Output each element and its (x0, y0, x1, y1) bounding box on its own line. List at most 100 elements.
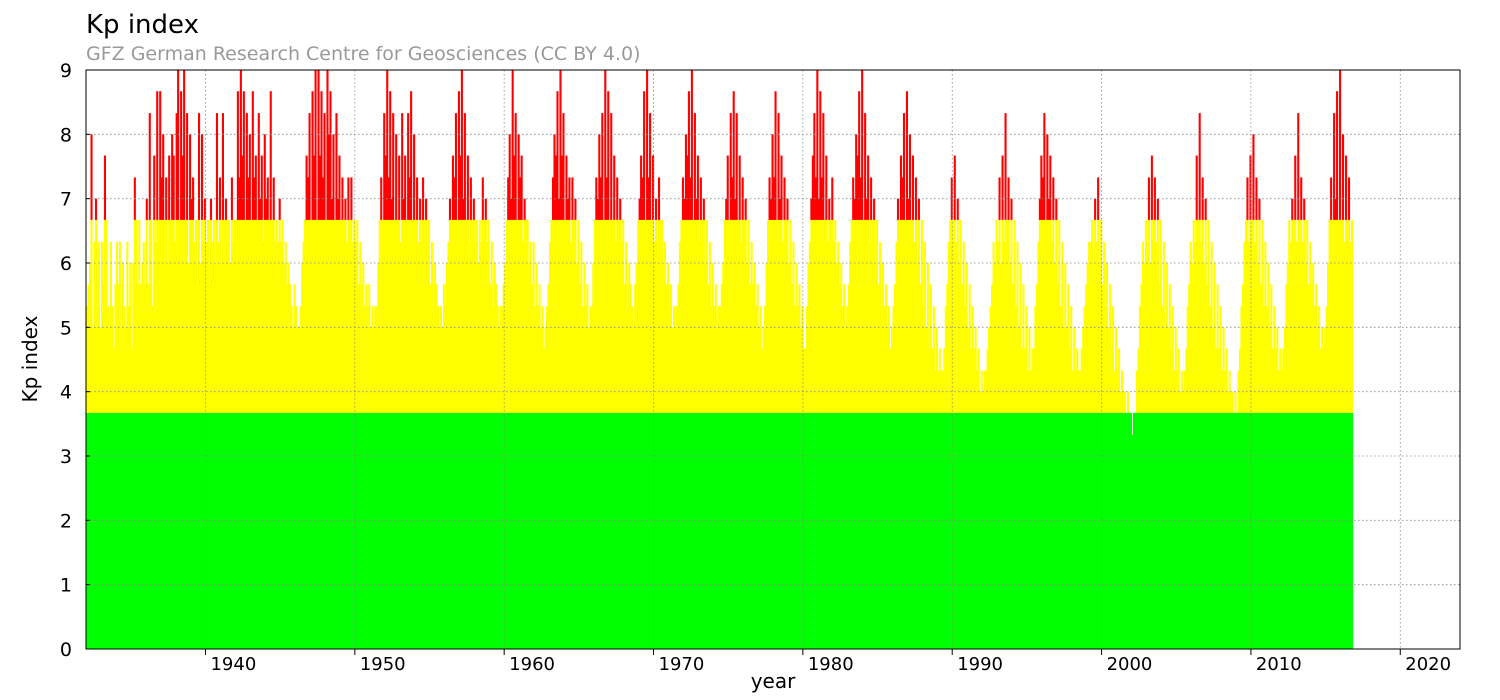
bar (1065, 327, 1068, 649)
bar-segment (740, 412, 743, 649)
bar (940, 370, 943, 649)
bar-segment (439, 306, 443, 413)
bar (678, 241, 682, 649)
bar-segment (115, 412, 118, 649)
bar (407, 113, 410, 649)
bar (867, 155, 870, 649)
bar-segment (559, 412, 562, 649)
bar (544, 327, 547, 649)
bar-segment (596, 198, 599, 220)
bar-segment (1207, 412, 1210, 649)
bar-segment (929, 412, 932, 649)
bar-segment (248, 412, 251, 649)
bar-segment (781, 412, 785, 649)
bar-segment (272, 219, 275, 413)
bar (265, 198, 268, 649)
bar (94, 198, 98, 649)
bar-segment (950, 177, 953, 220)
bar (1336, 91, 1339, 649)
bar-segment (1306, 219, 1309, 413)
bar-segment (396, 412, 399, 649)
bar-segment (1104, 412, 1107, 649)
bar-segment (855, 134, 858, 220)
bar-segment (253, 219, 256, 413)
bar-segment (390, 198, 393, 220)
bar-segment (1059, 306, 1062, 413)
bar-segment (275, 412, 278, 649)
bar (1064, 263, 1067, 649)
bar-segment (802, 348, 805, 413)
bar-segment (1240, 412, 1243, 649)
bar (120, 327, 123, 649)
bar-segment (357, 284, 360, 413)
bar-segment (484, 198, 487, 220)
bar-segment (861, 412, 864, 649)
bar (1313, 306, 1316, 649)
bar-segment (389, 91, 392, 220)
bar-segment (1231, 412, 1234, 649)
bar-segment (583, 263, 586, 413)
bar-segment (543, 348, 546, 413)
y-tick-label: 7 (60, 189, 72, 211)
bar-segment (655, 412, 658, 649)
bar-segment (265, 219, 268, 413)
bar (710, 306, 713, 649)
bar-segment (324, 219, 328, 413)
bar-segment (251, 219, 254, 413)
bar-segment (1064, 412, 1067, 649)
bar (1331, 219, 1334, 649)
bar-segment (522, 412, 525, 649)
bar-segment (1249, 412, 1252, 649)
bar (112, 348, 115, 649)
bar-segment (672, 306, 676, 413)
bar-segment (1112, 412, 1115, 649)
bar-segment (807, 263, 810, 413)
bar-segment (622, 412, 625, 649)
bar (1094, 198, 1097, 649)
bar (584, 306, 587, 649)
bar (545, 306, 549, 649)
bar-segment (432, 306, 435, 413)
bar (153, 155, 156, 649)
bar-segment (1347, 219, 1351, 413)
bar (195, 219, 198, 649)
bar-segment (205, 412, 208, 649)
bar (169, 219, 172, 649)
bar-segment (410, 412, 413, 649)
bar-segment (1046, 219, 1049, 413)
bar (711, 263, 714, 649)
bar-segment (142, 241, 145, 413)
bar-segment (1004, 219, 1007, 413)
bar-segment (1170, 348, 1173, 413)
bar (315, 219, 319, 649)
bar-segment (823, 219, 826, 413)
bar-segment (129, 263, 132, 413)
bar (976, 370, 979, 649)
bar-segment (626, 412, 629, 649)
bar-segment (425, 412, 428, 649)
bar-segment (696, 219, 699, 413)
bar-segment (1094, 198, 1097, 220)
bar-segment (693, 219, 696, 413)
bar-segment (1055, 198, 1058, 220)
bar-segment (556, 219, 559, 413)
bar (1280, 370, 1283, 649)
bar (1182, 391, 1185, 649)
bar (695, 198, 698, 649)
bar-segment (773, 412, 776, 649)
bar-segment (604, 219, 607, 413)
bar-segment (372, 412, 375, 649)
bar-segment (314, 412, 317, 649)
bar-segment (1285, 412, 1288, 649)
bar-segment (825, 219, 828, 413)
bar-segment (541, 306, 544, 413)
bar-segment (428, 412, 431, 649)
bar (973, 348, 976, 649)
bar-segment (310, 412, 313, 649)
bar (640, 155, 643, 649)
bar-segment (459, 412, 462, 649)
bar-segment (269, 91, 272, 220)
bar-segment (513, 412, 516, 649)
bar-segment (278, 198, 281, 220)
bar-segment (1161, 412, 1164, 649)
